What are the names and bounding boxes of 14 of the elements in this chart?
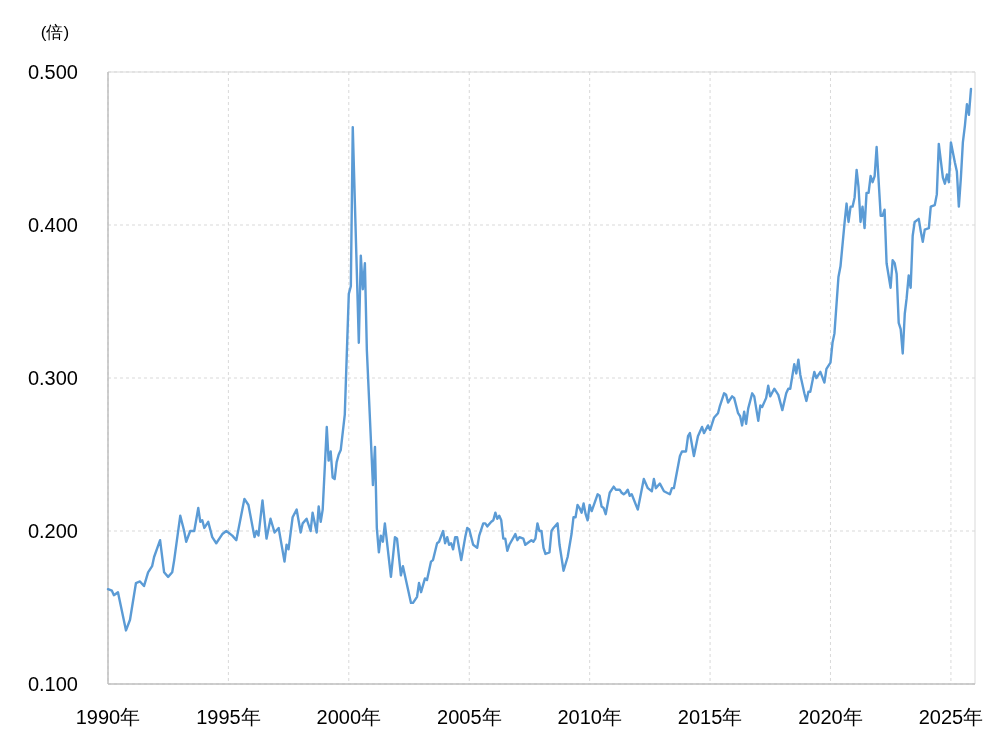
y-tick-label: 0.100 (27, 673, 78, 695)
y-tick-label: 0.300 (27, 367, 78, 389)
y-tick-label: 0.200 (27, 520, 78, 542)
x-tick-label: 2005年 (437, 706, 502, 728)
x-tick-label: 2010年 (557, 706, 622, 728)
x-tick-label: 2020年 (798, 706, 863, 728)
x-tick-label: 2025年 (918, 706, 984, 728)
y-axis-title: (倍) (40, 23, 70, 42)
x-tick-label: 2000年 (316, 706, 382, 728)
y-tick-label: 0.400 (27, 214, 78, 236)
x-tick-label: 1995年 (196, 706, 261, 728)
x-tick-label: 1990年 (75, 706, 141, 728)
y-tick-label: 0.500 (27, 61, 78, 83)
x-tick-label: 2015年 (677, 706, 743, 728)
